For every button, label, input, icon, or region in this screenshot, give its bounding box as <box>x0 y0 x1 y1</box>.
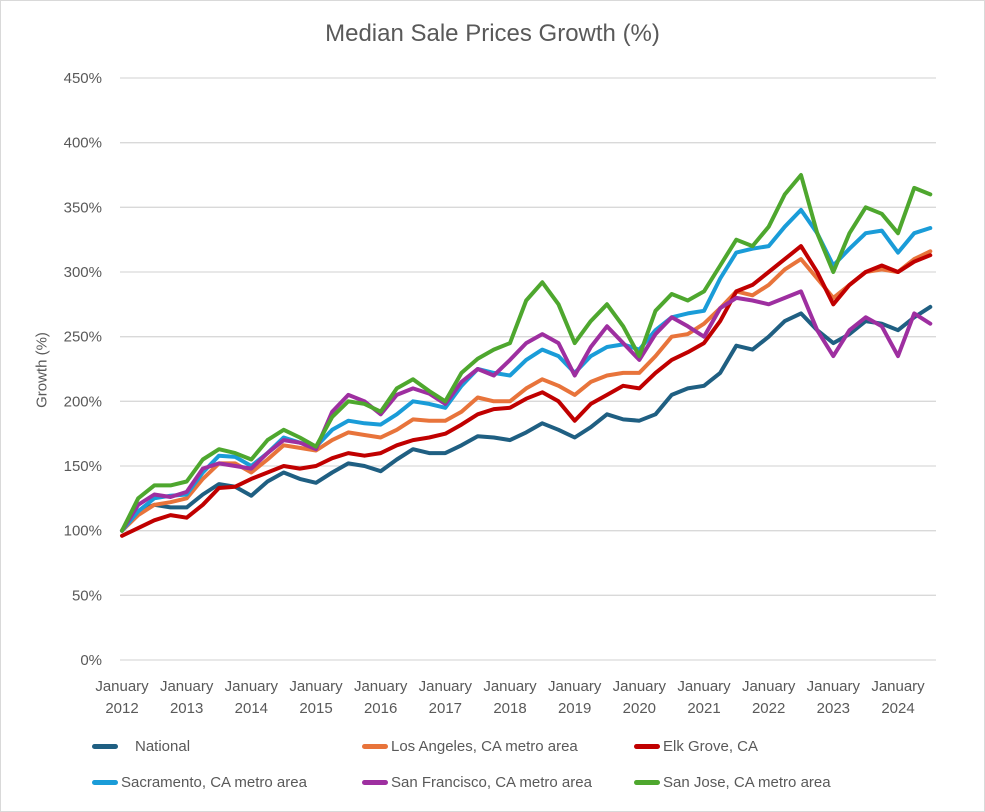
legend-swatch <box>362 780 388 785</box>
x-tick-label: January <box>354 678 408 695</box>
y-tick-label: 400% <box>64 135 102 152</box>
x-tick-label: January <box>289 678 343 695</box>
series-line-1 <box>120 249 933 533</box>
x-tick-label: January <box>742 678 796 695</box>
legend-swatch <box>92 780 118 785</box>
legend-item: Elk Grove, CA <box>634 738 758 755</box>
y-tick-label: 150% <box>64 458 102 475</box>
legend-label: Sacramento, CA metro area <box>121 774 307 791</box>
x-tick-label: 2022 <box>752 700 785 717</box>
legend-swatch <box>634 780 660 785</box>
y-tick-label: 250% <box>64 329 102 346</box>
series-line-0 <box>120 304 933 533</box>
series-line-4 <box>120 289 933 533</box>
legend-item: National <box>92 738 190 755</box>
x-tick-label: January <box>483 678 537 695</box>
series-line-5 <box>120 173 933 533</box>
x-tick-label: 2017 <box>429 700 462 717</box>
y-tick-label: 0% <box>80 652 102 669</box>
legend-item: Sacramento, CA metro area <box>92 774 307 791</box>
legend-swatch <box>92 744 118 749</box>
x-tick-label: 2013 <box>170 700 203 717</box>
x-tick-label: 2024 <box>881 700 914 717</box>
y-tick-label: 300% <box>64 264 102 281</box>
x-tick-label: January <box>613 678 667 695</box>
x-tick-label: January <box>871 678 925 695</box>
y-tick-label: 100% <box>64 523 102 540</box>
x-tick-label: 2023 <box>817 700 850 717</box>
x-tick-label: January <box>548 678 602 695</box>
legend-swatch <box>634 744 660 749</box>
legend-label: National <box>135 738 191 755</box>
y-tick-label: 50% <box>72 587 102 604</box>
x-tick-label: January <box>160 678 214 695</box>
x-tick-label: January <box>95 678 149 695</box>
y-tick-label: 200% <box>64 393 102 410</box>
legend-item: San Jose, CA metro area <box>634 774 831 791</box>
x-tick-label: 2020 <box>623 700 656 717</box>
x-tick-label: 2015 <box>299 700 332 717</box>
x-tick-label: January <box>807 678 861 695</box>
y-tick-label: 350% <box>64 199 102 216</box>
legend-label: San Francisco, CA metro area <box>391 774 592 791</box>
legend-label: Los Angeles, CA metro area <box>391 738 578 755</box>
legend-item: San Francisco, CA metro area <box>362 774 592 791</box>
legend-swatch <box>362 744 388 749</box>
x-tick-label: January <box>419 678 473 695</box>
x-tick-label: 2012 <box>105 700 138 717</box>
x-tick-label: 2019 <box>558 700 591 717</box>
x-tick-label: 2021 <box>687 700 720 717</box>
x-tick-label: 2014 <box>235 700 268 717</box>
legend-label: Elk Grove, CA <box>663 738 759 755</box>
y-tick-label: 450% <box>64 70 102 87</box>
x-tick-label: 2016 <box>364 700 397 717</box>
chart-title: Median Sale Prices Growth (%) <box>325 20 660 47</box>
x-tick-label: 2018 <box>493 700 526 717</box>
x-tick-label: January <box>677 678 731 695</box>
legend-label: San Jose, CA metro area <box>663 774 831 791</box>
legend-item: Los Angeles, CA metro area <box>362 738 578 755</box>
x-tick-label: January <box>225 678 279 695</box>
